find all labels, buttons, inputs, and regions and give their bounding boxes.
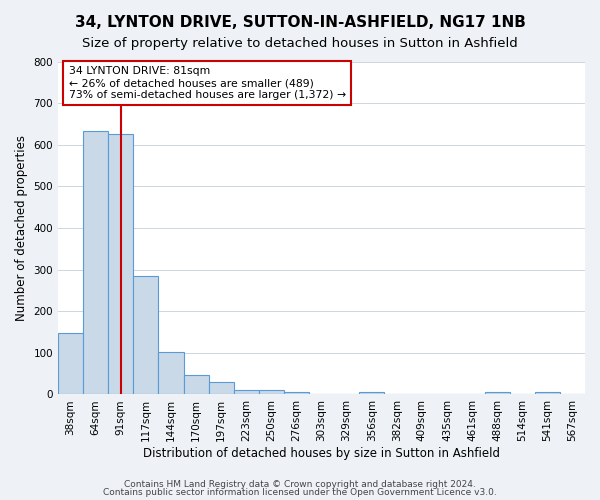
Bar (184, 376, 209, 394)
Y-axis label: Number of detached properties: Number of detached properties (15, 135, 28, 321)
Bar (58, 333, 83, 394)
Text: Contains public sector information licensed under the Open Government Licence v3: Contains public sector information licen… (103, 488, 497, 497)
Text: Size of property relative to detached houses in Sutton in Ashfield: Size of property relative to detached ho… (82, 38, 518, 51)
Bar (158, 352, 184, 395)
Bar (233, 390, 259, 394)
Bar (259, 390, 284, 394)
Text: Contains HM Land Registry data © Crown copyright and database right 2024.: Contains HM Land Registry data © Crown c… (124, 480, 476, 489)
Bar (485, 392, 510, 394)
Bar (284, 392, 309, 394)
Bar (359, 392, 384, 394)
Bar (133, 276, 158, 394)
Text: 34 LYNTON DRIVE: 81sqm
← 26% of detached houses are smaller (489)
73% of semi-de: 34 LYNTON DRIVE: 81sqm ← 26% of detached… (68, 66, 346, 100)
Bar (209, 382, 233, 394)
Bar (108, 134, 133, 394)
Bar (535, 392, 560, 394)
X-axis label: Distribution of detached houses by size in Sutton in Ashfield: Distribution of detached houses by size … (143, 447, 500, 460)
Bar (83, 132, 108, 394)
Text: 34, LYNTON DRIVE, SUTTON-IN-ASHFIELD, NG17 1NB: 34, LYNTON DRIVE, SUTTON-IN-ASHFIELD, NG… (74, 15, 526, 30)
